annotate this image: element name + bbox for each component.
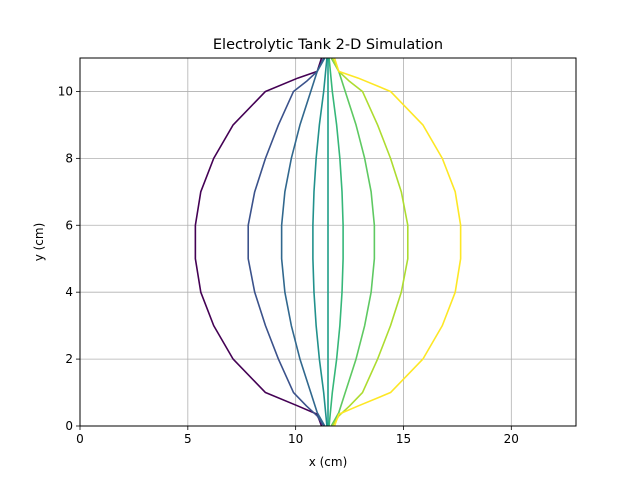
- chart-title: Electrolytic Tank 2-D Simulation: [213, 37, 443, 53]
- x-tick-label-2: 10: [288, 432, 303, 446]
- plot-frame: [79, 57, 577, 427]
- contour-line-3: [280, 58, 326, 426]
- y-tick-label-1: 2: [65, 352, 73, 366]
- y-axis-label: y (cm): [32, 223, 46, 262]
- contour-line-1: [194, 58, 323, 426]
- y-tick-label-2: 4: [65, 285, 73, 299]
- y-tick-label-3: 6: [65, 218, 73, 232]
- contour-line-6: [328, 58, 344, 426]
- y-tick-label-5: 10: [58, 84, 73, 98]
- y-tick-label-0: 0: [65, 419, 73, 433]
- contour-line-2: [247, 58, 325, 426]
- contour-line-4: [312, 58, 328, 426]
- contour-lines: [194, 58, 462, 426]
- contour-line-8: [331, 58, 409, 426]
- y-tick-label-4: 8: [65, 151, 73, 165]
- x-tick-label-1: 5: [184, 432, 192, 446]
- contour-line-7: [330, 58, 376, 426]
- x-tick-label-0: 0: [76, 432, 84, 446]
- x-axis-label: x (cm): [309, 455, 348, 469]
- axis-ticks: 0 5 10 15 20 0 2 4 6 8 10: [58, 84, 519, 446]
- contour-line-9: [333, 58, 462, 426]
- x-tick-label-3: 15: [396, 432, 411, 446]
- x-tick-label-4: 20: [504, 432, 519, 446]
